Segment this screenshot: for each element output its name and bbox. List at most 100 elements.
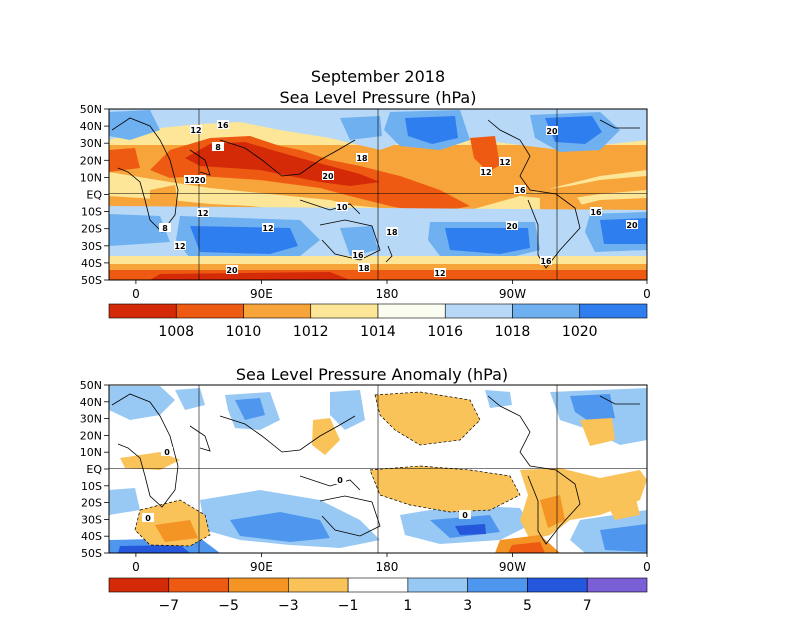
slp-natlantic-core [545,116,602,144]
colorbar-swatch [512,303,581,319]
slpa-neg-core [540,495,565,528]
panel2-title: Sea Level Pressure Anomaly (hPa) [236,365,508,384]
slpa-neg-region [312,418,340,455]
slp-npac-west-high [340,116,382,140]
colorbar-swatch [228,577,289,593]
contour-label-bg [514,185,526,194]
contour-label: 20 [226,266,238,275]
panel1-lat-axis: 50N 40N 30N 20N 10N EQ 10S 20S 30S 40S 50S [80,103,109,287]
colorbar-tick-label: 1014 [360,324,396,340]
lon-tick-label: 90W [499,560,526,574]
contour-label: 12 [190,126,201,135]
lon-tick-label: 90E [250,560,273,574]
contour-label-bg [434,268,446,277]
colorbar-tick-label: −5 [218,598,239,614]
lat-tick-label: 10N [80,171,102,184]
colorbar-swatch [444,303,513,319]
contour-label-bg [590,207,602,216]
lat-tick-label: EQ [86,189,102,202]
lat-tick-label: 50S [81,547,102,560]
lat-tick-label: 30S [81,240,102,253]
contour-label-bg [262,223,274,232]
panel1-lon-axis: 0 90E 180 90W 0 [132,280,651,301]
contour-label-bg [159,223,171,232]
panel2-lat-axis: 50N 40N 30N 20N 10N EQ 10S 20S 30S 40S 50S [80,379,109,560]
slp-sindian-core [190,226,298,254]
lat-tick-label: 50N [80,379,102,392]
contour-label-bg [352,250,364,259]
slpa-pos-region [485,390,512,408]
contour-label: 0 [462,511,468,520]
lat-tick-label: EQ [86,463,102,476]
slpa-pos-region [175,388,205,410]
colorbar-tick-label: −3 [278,598,299,614]
lat-tick-label: 20S [81,223,102,236]
colorbar-tick-label: 1020 [562,324,598,340]
contour-label-bg [499,157,511,166]
slp-tasman-high [340,226,378,256]
colorbar-swatch [527,577,588,593]
colorbar-swatch [108,577,170,593]
lat-tick-label: 10S [81,206,102,219]
contour-label: 16 [514,186,526,195]
contour-label-bg [546,126,558,135]
contour-label-bg [197,208,209,217]
lon-tick-label: 0 [132,287,140,301]
slpa-neg-region [375,392,480,445]
contour-label-bg [626,220,638,229]
contour-label: 20 [546,127,558,136]
lon-tick-label: 0 [643,560,651,574]
slpa-neg-region [370,466,520,512]
contour-label-bg [336,202,348,211]
lon-tick-label: 90W [499,287,526,301]
panel1-colorbar: 1008 1010 1012 1014 1016 1018 1020 [108,303,648,340]
lon-tick-label: 0 [643,287,651,301]
slp-satl-core [600,218,647,244]
colorbar-swatch [347,577,409,593]
panel2-contour-labels: 0 0 0 0 [142,447,471,523]
slp-npacific-core [405,116,458,144]
colorbar-swatch [175,303,244,319]
contour-label: 8 [215,143,221,152]
contour-label: 0 [164,448,170,457]
colorbar-tick-label: 1010 [226,324,262,340]
lat-tick-label: 30N [80,137,102,150]
colorbar-swatch [579,303,648,319]
contour-label-bg [161,447,173,456]
slpa-pos-core [230,512,330,542]
contour-label: 20 [322,172,334,181]
contour-label: 16 [352,251,364,260]
colorbar-swatch [377,303,446,319]
colorbar-tick-label: 1008 [158,324,194,340]
slpa-pos-region [330,390,365,430]
lat-tick-label: 10S [81,480,102,493]
contour-label: 20 [626,221,638,230]
panel1-subtitle: Sea Level Pressure (hPa) [280,88,477,107]
colorbar-tick-label: 3 [463,598,472,614]
colorbar-tick-label: 7 [583,598,592,614]
lat-tick-label: 40S [81,257,102,270]
slp-africa-low [109,148,140,172]
contour-label: 12 [434,269,445,278]
contour-label: 12 [184,176,195,185]
lon-tick-label: 180 [376,287,399,301]
slp-namerica-low [470,136,500,172]
contour-label-bg [334,475,346,484]
panel2-negative-contours [134,391,521,547]
colorbar-tick-label: 5 [523,598,532,614]
contour-label: 16 [217,121,229,130]
contour-label: 12 [480,168,491,177]
panel2-gridlines [109,385,647,553]
contour-label-bg [142,513,154,522]
colorbar-tick-label: 1 [403,598,412,614]
contour-label: 20 [194,176,206,185]
contour-label-bg [540,256,552,265]
contour-label: 16 [540,257,552,266]
lat-tick-label: 30N [80,413,102,426]
lat-tick-label: 50S [81,274,102,287]
panel2-lon-axis: 0 90E 180 90W 0 [132,553,651,574]
colorbar-swatch [586,577,648,593]
slpa-pos-region [109,488,140,515]
